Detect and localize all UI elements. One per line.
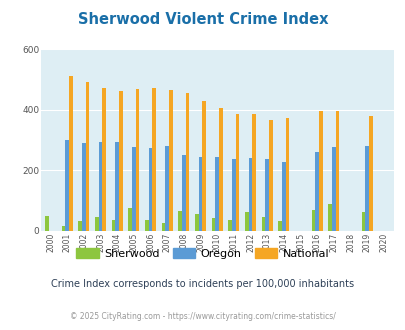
Bar bbox=[152, 87, 156, 231]
Bar bbox=[368, 116, 372, 231]
Bar bbox=[115, 142, 119, 231]
Bar bbox=[269, 120, 272, 231]
Bar bbox=[248, 158, 252, 231]
Bar bbox=[315, 152, 318, 231]
Bar bbox=[245, 212, 248, 231]
Bar bbox=[65, 140, 69, 231]
Bar bbox=[202, 101, 206, 231]
Bar bbox=[198, 157, 202, 231]
Bar bbox=[132, 147, 135, 231]
Bar bbox=[111, 220, 115, 231]
Bar bbox=[98, 142, 102, 231]
Text: Crime Index corresponds to incidents per 100,000 inhabitants: Crime Index corresponds to incidents per… bbox=[51, 279, 354, 289]
Bar bbox=[135, 89, 139, 231]
Bar bbox=[235, 114, 239, 231]
Bar bbox=[62, 226, 65, 231]
Bar bbox=[185, 93, 189, 231]
Bar bbox=[228, 220, 232, 231]
Bar bbox=[78, 221, 82, 231]
Bar bbox=[311, 210, 315, 231]
Bar bbox=[361, 212, 364, 231]
Bar bbox=[215, 157, 219, 231]
Bar bbox=[285, 118, 289, 231]
Bar bbox=[281, 162, 285, 231]
Bar bbox=[265, 159, 269, 231]
Bar bbox=[232, 159, 235, 231]
Bar bbox=[219, 109, 222, 231]
Text: Sherwood Violent Crime Index: Sherwood Violent Crime Index bbox=[78, 12, 327, 26]
Bar bbox=[148, 148, 152, 231]
Bar bbox=[278, 221, 281, 231]
Bar bbox=[178, 211, 181, 231]
Legend: Sherwood, Oregon, National: Sherwood, Oregon, National bbox=[76, 248, 329, 259]
Bar bbox=[335, 111, 339, 231]
Bar bbox=[119, 91, 122, 231]
Bar bbox=[95, 217, 98, 231]
Bar bbox=[145, 219, 148, 231]
Text: © 2025 CityRating.com - https://www.cityrating.com/crime-statistics/: © 2025 CityRating.com - https://www.city… bbox=[70, 312, 335, 321]
Bar bbox=[252, 114, 256, 231]
Bar bbox=[168, 90, 172, 231]
Bar bbox=[328, 204, 331, 231]
Bar bbox=[69, 76, 72, 231]
Bar bbox=[194, 214, 198, 231]
Bar bbox=[165, 146, 168, 231]
Bar bbox=[102, 88, 106, 231]
Bar bbox=[45, 216, 49, 231]
Bar bbox=[261, 217, 265, 231]
Bar bbox=[364, 146, 368, 231]
Bar bbox=[128, 208, 132, 231]
Bar bbox=[85, 82, 89, 231]
Bar bbox=[181, 155, 185, 231]
Bar bbox=[211, 218, 215, 231]
Bar bbox=[331, 147, 335, 231]
Bar bbox=[161, 222, 165, 231]
Bar bbox=[318, 111, 322, 231]
Bar bbox=[82, 143, 85, 231]
